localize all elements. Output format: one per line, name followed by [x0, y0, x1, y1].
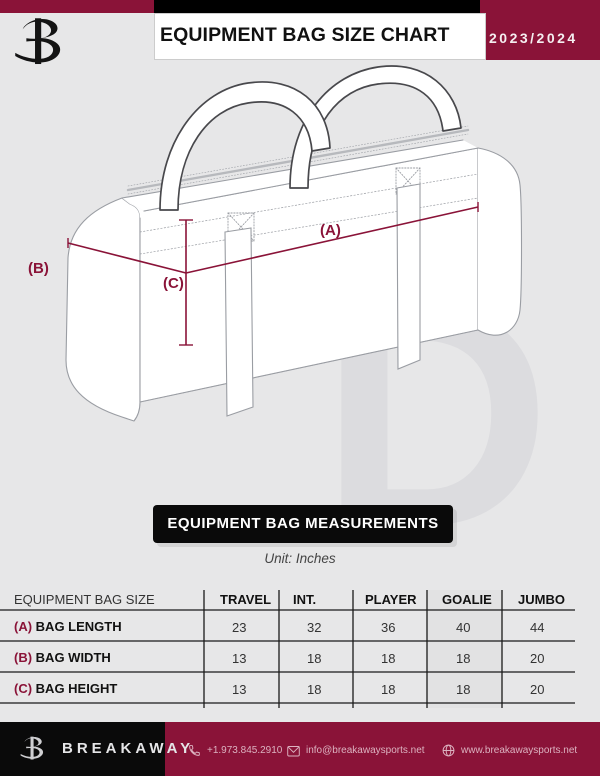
svg-text:(B): (B) [28, 260, 49, 277]
svg-text:(C): (C) [163, 275, 184, 292]
svg-text:(A): (A) [320, 222, 341, 239]
